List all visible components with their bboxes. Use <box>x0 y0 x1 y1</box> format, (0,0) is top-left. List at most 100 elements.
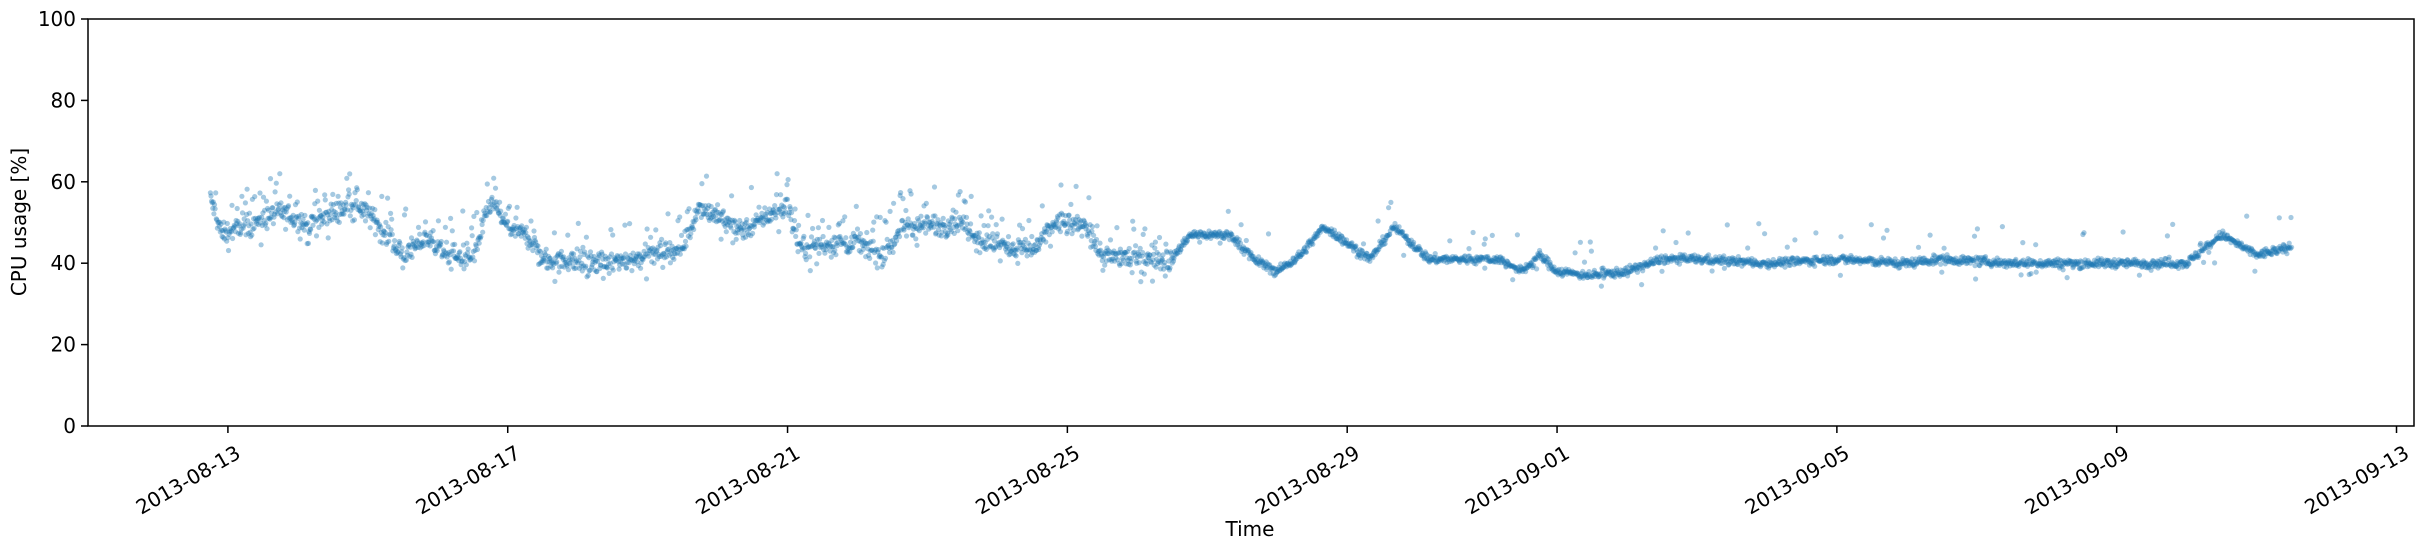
data-point <box>1197 239 1203 245</box>
data-point <box>348 201 355 207</box>
data-point <box>1398 228 1404 234</box>
data-point <box>1444 255 1451 261</box>
data-point <box>1062 222 1068 228</box>
data-point <box>1660 228 1666 234</box>
data-point <box>495 210 501 216</box>
data-point <box>527 242 533 249</box>
data-point <box>1152 245 1158 251</box>
data-point <box>572 259 579 265</box>
data-point <box>707 211 713 217</box>
data-point <box>1107 237 1114 243</box>
data-point <box>276 202 282 208</box>
data-point <box>789 229 795 235</box>
data-point <box>230 235 236 242</box>
data-point <box>1360 241 1367 247</box>
data-point <box>1269 265 1275 271</box>
data-point <box>1303 249 1309 255</box>
data-point <box>929 218 935 224</box>
data-point <box>1365 254 1371 260</box>
data-point <box>2289 244 2295 250</box>
data-point <box>301 227 307 233</box>
data-point <box>1185 234 1191 240</box>
data-point <box>357 208 363 214</box>
data-point <box>1200 234 1206 240</box>
data-point <box>1420 250 1426 256</box>
data-point <box>742 221 748 227</box>
data-point <box>984 232 990 238</box>
data-point <box>675 218 681 224</box>
data-point <box>453 255 459 261</box>
data-point <box>921 219 928 225</box>
data-point <box>1216 230 1222 236</box>
data-point <box>1262 261 1268 267</box>
data-point <box>211 211 217 217</box>
data-point <box>325 212 331 218</box>
x-tick-label: 2013-08-17 <box>412 440 525 519</box>
data-point <box>1209 231 1215 237</box>
data-point <box>1504 259 1511 265</box>
data-point <box>693 217 699 223</box>
data-point <box>1414 246 1420 252</box>
data-point <box>436 243 442 249</box>
data-point <box>457 249 463 255</box>
data-point <box>1388 199 1394 205</box>
data-point <box>634 259 640 265</box>
data-point <box>1276 264 1282 270</box>
data-point <box>381 228 387 234</box>
data-point <box>887 249 893 255</box>
data-point <box>836 234 842 240</box>
data-point <box>1756 221 1762 227</box>
data-point <box>566 261 573 267</box>
data-point <box>924 214 930 220</box>
data-point <box>1382 241 1388 247</box>
data-point <box>1242 248 1248 254</box>
data-point <box>334 218 341 224</box>
data-point <box>2120 229 2126 235</box>
data-point <box>1284 261 1290 267</box>
data-point <box>965 236 971 242</box>
data-point <box>519 223 525 229</box>
data-point <box>961 198 967 204</box>
data-point <box>916 218 922 224</box>
data-point <box>1233 236 1239 242</box>
data-point <box>300 216 306 222</box>
data-point <box>539 258 545 264</box>
data-point <box>2060 267 2066 273</box>
data-point <box>1453 254 1459 260</box>
data-point <box>1208 235 1214 241</box>
data-point <box>1457 256 1463 262</box>
data-point <box>2201 259 2207 265</box>
data-point <box>1405 237 1411 244</box>
data-point <box>1089 228 1095 234</box>
data-point <box>705 215 711 221</box>
data-point <box>1223 233 1229 239</box>
data-point <box>1149 242 1155 248</box>
data-point <box>467 257 473 263</box>
data-point <box>874 214 880 220</box>
data-point <box>1128 258 1134 265</box>
data-point <box>1067 225 1073 231</box>
data-point <box>827 248 833 254</box>
data-point <box>593 258 599 264</box>
data-point <box>805 244 812 250</box>
data-point <box>841 240 847 246</box>
data-point <box>1455 256 1461 263</box>
data-point <box>227 229 233 235</box>
data-point <box>271 211 278 217</box>
data-point <box>688 225 695 231</box>
data-point <box>404 249 410 255</box>
data-point <box>600 275 606 281</box>
data-point <box>657 243 664 249</box>
data-point <box>2244 213 2250 219</box>
data-point <box>1103 248 1109 254</box>
data-point <box>430 228 436 234</box>
data-point <box>838 241 844 247</box>
data-point <box>765 219 771 225</box>
data-point <box>781 210 787 217</box>
data-point <box>332 212 338 218</box>
data-point <box>979 237 985 243</box>
data-point <box>1491 255 1497 261</box>
data-point <box>1521 265 1527 271</box>
data-point <box>959 225 966 231</box>
